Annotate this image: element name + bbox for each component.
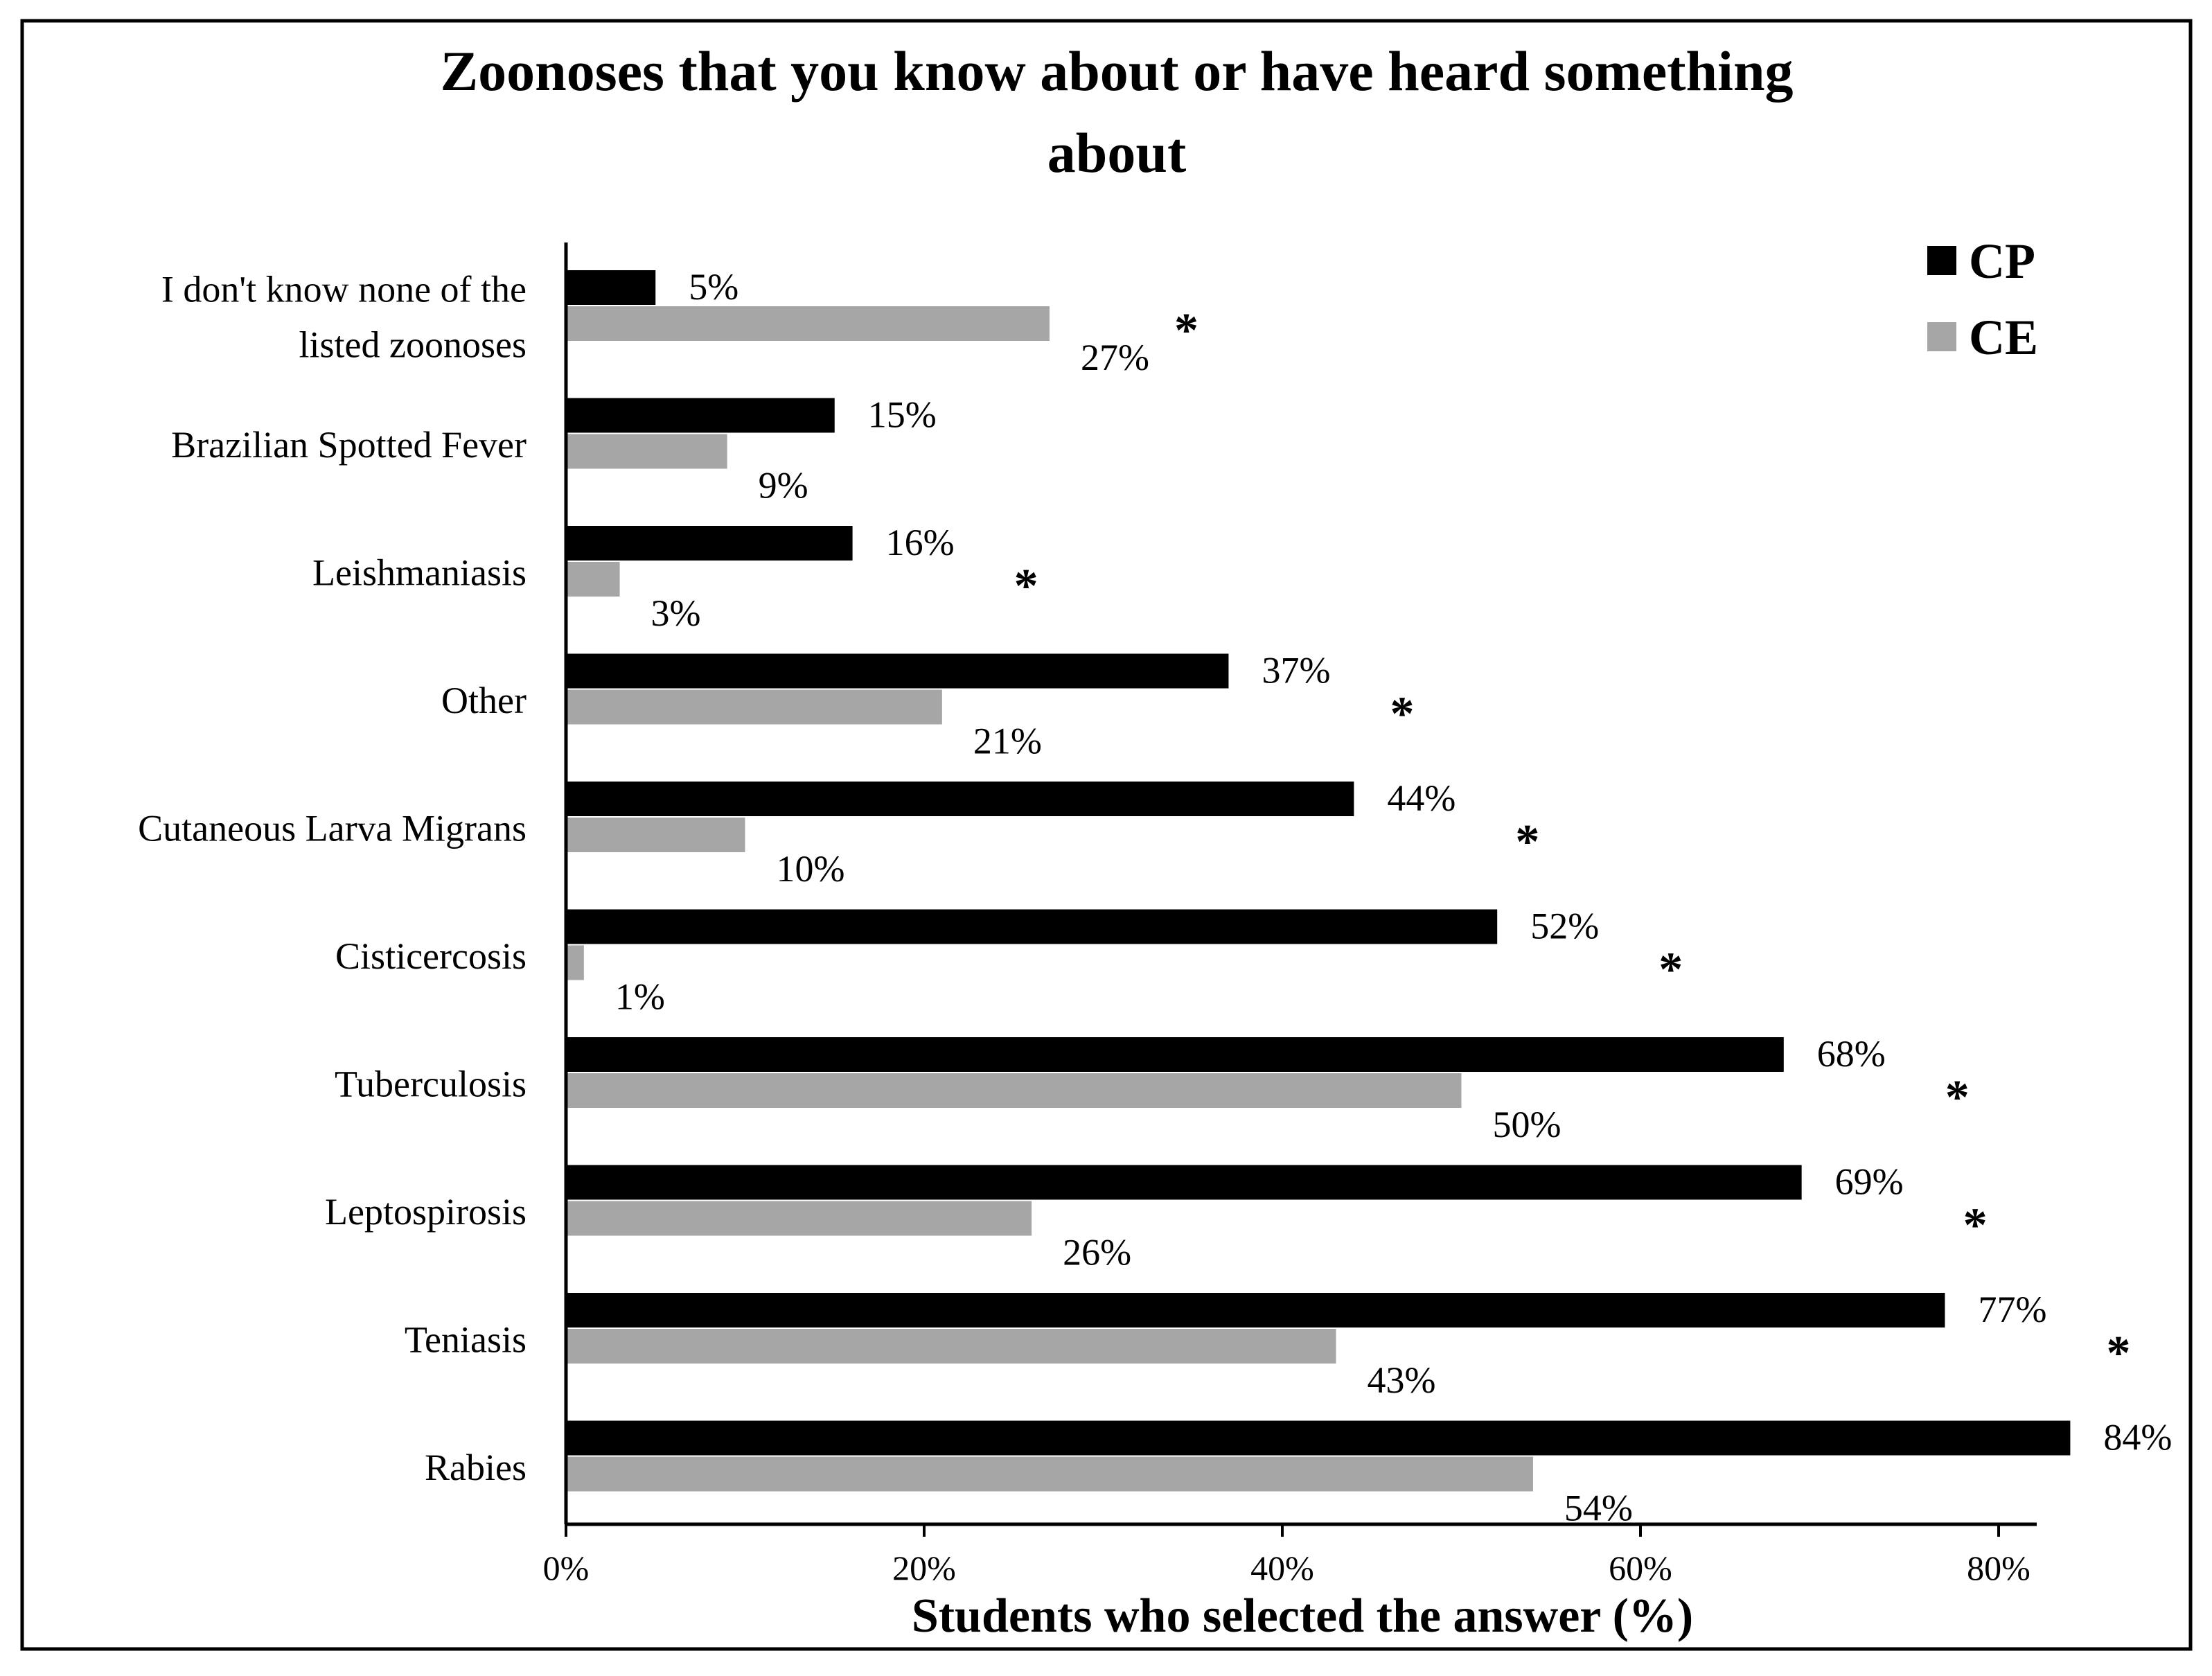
- bar-cp: [566, 653, 1229, 689]
- data-label-ce: 3%: [651, 592, 701, 634]
- category-label: Cisticercosis: [335, 935, 527, 977]
- bar-cp: [566, 1420, 2071, 1456]
- data-label-ce: 21%: [973, 721, 1042, 762]
- data-label-ce: 9%: [759, 465, 808, 506]
- bar-ce: [566, 306, 1050, 341]
- bar-cp: [566, 1165, 1802, 1200]
- legend-swatch: [1927, 246, 1956, 275]
- bar-cp: [566, 398, 835, 433]
- legend-label: CE: [1969, 310, 2038, 365]
- bar-ce: [566, 562, 620, 597]
- data-label-ce: 54%: [1564, 1488, 1633, 1529]
- bar-cp: [566, 270, 656, 305]
- chart-frame: [20, 19, 2193, 1651]
- category-label: I don't know none of the: [161, 268, 527, 310]
- bar-cp: [566, 1293, 1945, 1327]
- significance-marker: *: [1174, 304, 1198, 358]
- data-label-cp: 5%: [689, 266, 738, 308]
- data-label-ce: 43%: [1368, 1359, 1436, 1401]
- data-label-cp: 15%: [868, 394, 937, 436]
- bar-ce: [566, 1329, 1336, 1364]
- data-label-cp: 52%: [1530, 906, 1599, 947]
- category-label: Brazilian Spotted Fever: [171, 424, 527, 466]
- significance-marker: *: [2106, 1327, 2130, 1380]
- x-tick-label: 60%: [1609, 1549, 1672, 1587]
- bar-ce: [566, 1201, 1032, 1236]
- bar-ce: [566, 1073, 1462, 1108]
- significance-marker: *: [1390, 688, 1414, 741]
- significance-marker: *: [1963, 1199, 1988, 1253]
- chart-title-line: Zoonoses that you know about or have hea…: [440, 39, 1793, 103]
- x-tick-label: 20%: [892, 1549, 956, 1587]
- category-label: Tuberculosis: [335, 1063, 527, 1104]
- data-label-cp: 69%: [1835, 1161, 1904, 1203]
- bar-cp: [566, 782, 1354, 816]
- x-tick-label: 0%: [543, 1549, 590, 1587]
- data-label-ce: 10%: [777, 848, 845, 890]
- data-label-cp: 16%: [886, 522, 955, 563]
- data-label-ce: 1%: [615, 976, 665, 1018]
- bar-cp: [566, 526, 853, 561]
- data-label-ce: 26%: [1063, 1232, 1131, 1273]
- data-label-ce: 27%: [1081, 337, 1149, 378]
- x-tick-label: 80%: [1967, 1549, 2030, 1587]
- category-label: Other: [441, 680, 527, 721]
- category-label: Cutaneous Larva Migrans: [138, 807, 527, 849]
- category-label: Rabies: [425, 1447, 527, 1488]
- data-label-cp: 84%: [2103, 1417, 2172, 1458]
- bar-ce: [566, 818, 745, 852]
- data-label-cp: 68%: [1817, 1033, 1886, 1075]
- bar-ce: [566, 945, 584, 980]
- data-label-cp: 77%: [1978, 1289, 2046, 1330]
- category-label: Teniasis: [405, 1318, 527, 1360]
- significance-marker: *: [1515, 815, 1539, 869]
- bar-cp: [566, 1037, 1784, 1072]
- significance-marker: *: [1945, 1071, 1970, 1124]
- legend-swatch: [1927, 322, 1956, 351]
- significance-marker: *: [1658, 944, 1683, 997]
- bar-ce: [566, 434, 727, 469]
- data-label-ce: 50%: [1493, 1104, 1561, 1145]
- category-label: listed zoonoses: [299, 324, 527, 365]
- chart-title-line: about: [1047, 121, 1187, 184]
- significance-marker: *: [1014, 560, 1038, 613]
- category-label: Leptospirosis: [325, 1191, 527, 1233]
- data-label-cp: 37%: [1262, 650, 1330, 691]
- data-label-cp: 44%: [1387, 777, 1456, 819]
- x-tick-label: 40%: [1250, 1549, 1314, 1587]
- bar-cp: [566, 909, 1498, 944]
- x-axis-title: Students who selected the answer (%): [912, 1589, 1693, 1643]
- legend-label: CP: [1969, 233, 2035, 289]
- category-label: Leishmaniasis: [312, 552, 527, 593]
- bar-ce: [566, 689, 942, 725]
- bar-ce: [566, 1456, 1533, 1492]
